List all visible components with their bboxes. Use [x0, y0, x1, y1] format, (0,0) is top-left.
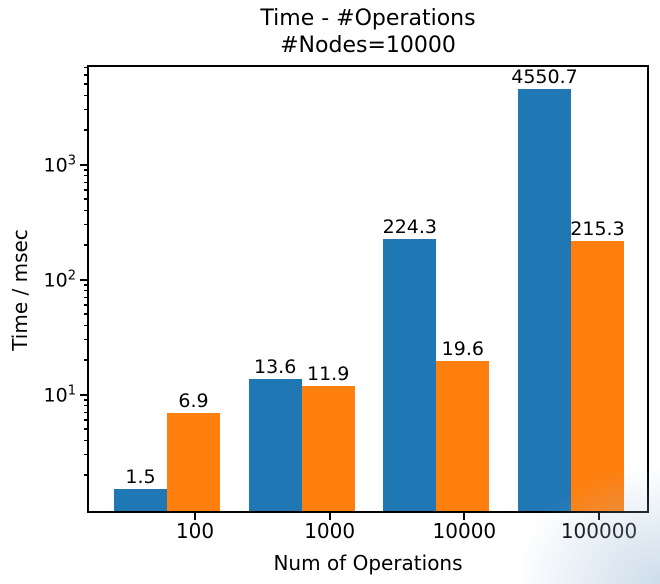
y-minor-tick — [84, 453, 88, 456]
bar — [248, 379, 302, 513]
bar-value-label: 4550.7 — [511, 65, 578, 88]
x-major-tick — [328, 513, 331, 520]
y-minor-tick — [84, 74, 88, 76]
chart-title-line1: Time - #Operations — [260, 6, 476, 31]
y-minor-tick — [84, 94, 88, 96]
bar — [518, 88, 571, 513]
x-tick-label: 1000 — [304, 519, 356, 543]
x-axis-label: Num of Operations — [273, 551, 463, 575]
plot-area-frame — [87, 65, 649, 513]
bar-value-label: 1.5 — [125, 466, 156, 489]
y-tick-exponent: 1 — [67, 382, 76, 398]
y-minor-tick — [84, 474, 88, 476]
y-minor-tick — [84, 129, 88, 131]
y-tick-exponent: 3 — [67, 152, 76, 168]
y-minor-tick — [84, 289, 88, 292]
y-tick-label: 103 — [43, 152, 76, 177]
y-minor-tick — [84, 399, 88, 401]
y-minor-tick — [84, 66, 88, 69]
y-major-tick — [80, 163, 88, 166]
y-minor-tick — [84, 313, 88, 315]
x-tick-label: 10000 — [432, 519, 497, 543]
x-major-tick — [463, 513, 466, 520]
y-minor-tick — [84, 181, 88, 184]
y-minor-tick — [84, 296, 88, 299]
bar — [114, 489, 167, 513]
bar-value-label: 224.3 — [382, 216, 438, 239]
bar — [167, 413, 220, 513]
y-minor-tick — [84, 359, 88, 361]
y-tick-label: 102 — [43, 267, 76, 292]
x-tick-label: 100 — [175, 519, 215, 543]
bar-value-label: 13.6 — [254, 356, 297, 379]
chart-title: Time - #Operations #Nodes=10000 — [88, 5, 648, 59]
y-minor-tick — [84, 304, 88, 306]
y-minor-tick — [84, 324, 88, 326]
chart-title-line2: #Nodes=10000 — [280, 33, 456, 58]
y-minor-tick — [84, 189, 88, 191]
y-major-tick — [80, 393, 88, 396]
y-minor-tick — [84, 169, 88, 171]
bar-value-label: 215.3 — [570, 218, 625, 241]
x-tick-label: 100000 — [560, 519, 638, 543]
y-tick-label: 101 — [43, 382, 76, 407]
y-minor-tick — [84, 83, 88, 85]
y-minor-tick — [84, 223, 88, 226]
y-major-tick — [80, 278, 88, 281]
y-minor-tick — [84, 209, 88, 211]
y-minor-tick — [84, 174, 88, 177]
bar — [383, 239, 437, 513]
y-minor-tick — [84, 338, 88, 341]
bar-value-label: 6.9 — [178, 390, 209, 413]
bar — [436, 360, 490, 513]
y-minor-tick — [84, 411, 88, 414]
y-minor-tick — [84, 198, 88, 200]
y-minor-tick — [84, 244, 88, 246]
y-tick-exponent: 2 — [67, 267, 76, 283]
y-minor-tick — [84, 419, 88, 421]
bar — [301, 385, 355, 513]
x-major-tick — [194, 513, 196, 520]
y-minor-tick — [84, 108, 88, 111]
y-minor-tick — [84, 428, 88, 430]
y-minor-tick — [84, 284, 88, 286]
bar-value-label: 11.9 — [307, 362, 350, 385]
y-minor-tick — [84, 439, 88, 441]
bar-value-label: 19.6 — [441, 337, 484, 360]
y-minor-tick — [84, 404, 88, 407]
